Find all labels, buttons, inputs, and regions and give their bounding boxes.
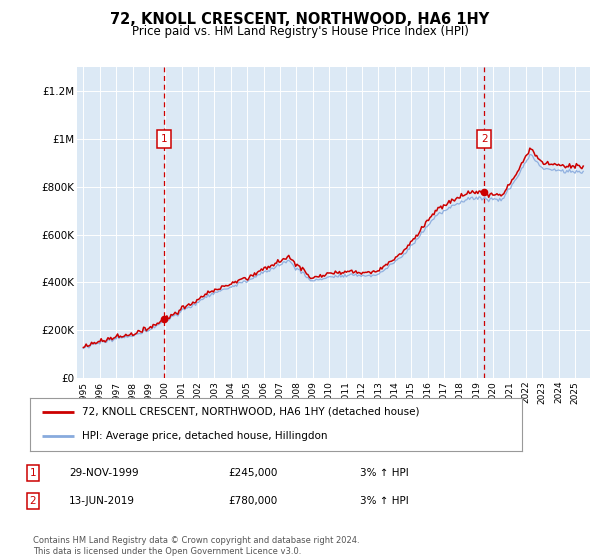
Text: £780,000: £780,000 xyxy=(228,496,277,506)
Text: 29-NOV-1999: 29-NOV-1999 xyxy=(69,468,139,478)
Text: 1: 1 xyxy=(161,134,167,144)
Text: 72, KNOLL CRESCENT, NORTHWOOD, HA6 1HY (detached house): 72, KNOLL CRESCENT, NORTHWOOD, HA6 1HY (… xyxy=(82,407,419,417)
Text: 3% ↑ HPI: 3% ↑ HPI xyxy=(360,468,409,478)
Text: HPI: Average price, detached house, Hillingdon: HPI: Average price, detached house, Hill… xyxy=(82,431,327,441)
Text: 2: 2 xyxy=(29,496,37,506)
Text: 72, KNOLL CRESCENT, NORTHWOOD, HA6 1HY: 72, KNOLL CRESCENT, NORTHWOOD, HA6 1HY xyxy=(110,12,490,27)
Text: £245,000: £245,000 xyxy=(228,468,277,478)
Text: Contains HM Land Registry data © Crown copyright and database right 2024.
This d: Contains HM Land Registry data © Crown c… xyxy=(33,536,359,556)
Text: 13-JUN-2019: 13-JUN-2019 xyxy=(69,496,135,506)
Text: 1: 1 xyxy=(29,468,37,478)
Text: Price paid vs. HM Land Registry's House Price Index (HPI): Price paid vs. HM Land Registry's House … xyxy=(131,25,469,38)
Text: 3% ↑ HPI: 3% ↑ HPI xyxy=(360,496,409,506)
Text: 2: 2 xyxy=(481,134,487,144)
